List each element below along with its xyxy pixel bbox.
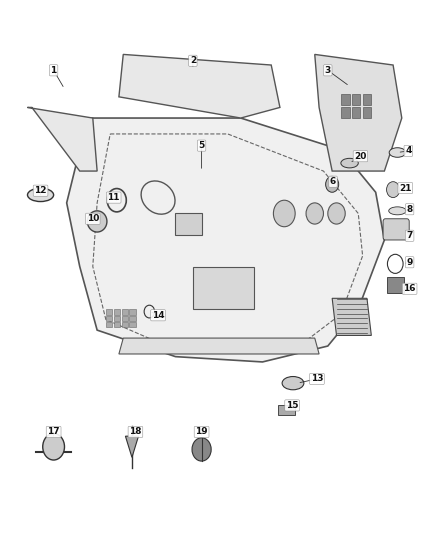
Bar — [106, 310, 113, 315]
Bar — [106, 322, 113, 327]
Ellipse shape — [282, 376, 304, 390]
Bar — [193, 266, 254, 309]
Bar — [114, 310, 120, 315]
Text: 5: 5 — [198, 141, 205, 150]
Bar — [129, 310, 136, 315]
Text: 3: 3 — [325, 66, 331, 75]
Bar — [352, 94, 360, 105]
Polygon shape — [119, 54, 280, 118]
Bar — [363, 108, 371, 118]
Ellipse shape — [389, 148, 406, 157]
Bar — [129, 316, 136, 321]
Ellipse shape — [389, 207, 406, 215]
Text: 9: 9 — [406, 258, 413, 266]
Text: 10: 10 — [87, 214, 99, 223]
Circle shape — [325, 176, 339, 192]
Text: 4: 4 — [405, 147, 412, 156]
Circle shape — [43, 433, 64, 460]
Circle shape — [328, 203, 345, 224]
Text: 13: 13 — [311, 374, 323, 383]
Bar — [121, 322, 128, 327]
Bar — [341, 108, 350, 118]
Polygon shape — [125, 436, 138, 457]
Bar — [387, 277, 404, 293]
Circle shape — [192, 438, 211, 461]
Bar — [129, 322, 136, 327]
Text: 15: 15 — [286, 401, 298, 410]
Bar — [106, 316, 113, 321]
Bar — [121, 310, 128, 315]
Text: 21: 21 — [399, 183, 412, 192]
Bar — [352, 108, 360, 118]
Bar — [278, 406, 295, 415]
Text: 18: 18 — [129, 427, 141, 437]
Bar — [114, 322, 120, 327]
Bar — [341, 94, 350, 105]
Text: 19: 19 — [195, 427, 208, 437]
Polygon shape — [119, 338, 319, 354]
Polygon shape — [315, 54, 402, 171]
Bar — [176, 214, 201, 235]
Text: 12: 12 — [34, 186, 47, 195]
Bar — [121, 316, 128, 321]
Ellipse shape — [341, 158, 358, 168]
Text: 7: 7 — [406, 231, 413, 240]
Text: 8: 8 — [406, 205, 413, 214]
Text: 1: 1 — [50, 66, 57, 75]
Polygon shape — [67, 118, 385, 362]
Polygon shape — [28, 108, 97, 171]
Polygon shape — [332, 298, 371, 335]
Text: 6: 6 — [330, 177, 336, 186]
Bar — [363, 94, 371, 105]
Text: 17: 17 — [47, 427, 60, 437]
Text: 20: 20 — [354, 152, 367, 161]
Text: 11: 11 — [107, 193, 120, 202]
FancyBboxPatch shape — [383, 219, 409, 240]
Ellipse shape — [87, 211, 107, 232]
Text: 14: 14 — [152, 311, 164, 320]
Text: 2: 2 — [190, 56, 196, 65]
Circle shape — [273, 200, 295, 227]
Ellipse shape — [28, 188, 53, 201]
Text: 16: 16 — [403, 284, 416, 293]
Circle shape — [387, 182, 399, 198]
Circle shape — [306, 203, 323, 224]
Bar — [114, 316, 120, 321]
